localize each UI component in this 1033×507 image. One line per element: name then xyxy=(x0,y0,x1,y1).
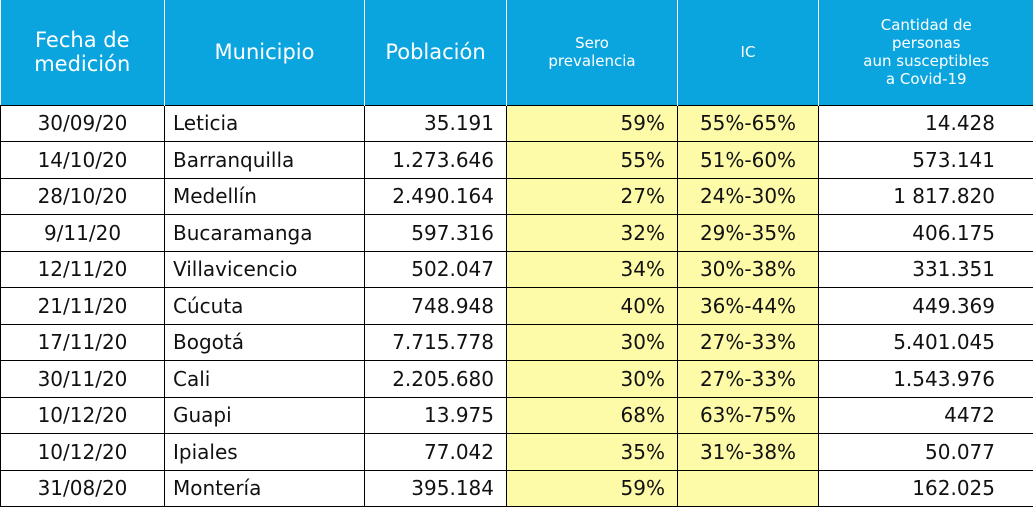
cell-municipio: Leticia xyxy=(164,104,365,142)
cell-ic: 36%-44% xyxy=(677,287,819,325)
cell-fecha: 28/10/20 xyxy=(0,177,165,215)
cell-susceptibles: 573.141 xyxy=(818,141,1033,179)
cell-municipio: Villavicencio xyxy=(164,250,365,288)
cell-poblacion: 502.047 xyxy=(364,250,507,288)
cell-seroprevalencia: 32% xyxy=(506,214,678,252)
cell-fecha: 10/12/20 xyxy=(0,396,165,434)
cell-poblacion: 13.975 xyxy=(364,396,507,434)
table-row: 28/10/20 Medellín 2.490.164 27% 24%-30% 1 817… xyxy=(0,177,1033,215)
cell-ic: 30%-38% xyxy=(677,250,819,288)
table-row: 12/11/20 Villavicencio 502.047 34% 30%-38% 33… xyxy=(0,250,1033,288)
header-row: Fecha de medición Municipio Población Se… xyxy=(0,0,1033,105)
cell-ic: 63%-75% xyxy=(677,396,819,434)
cell-fecha: 12/11/20 xyxy=(0,250,165,288)
cell-susceptibles: 14.428 xyxy=(818,104,1033,142)
table-row: 17/11/20 Bogotá 7.715.778 30% 27%-33% 5.401.0… xyxy=(0,323,1033,361)
header-ic: IC xyxy=(677,0,819,105)
cell-ic: 31%-38% xyxy=(677,433,819,471)
table-row: 21/11/20 Cúcuta 748.948 40% 36%-44% 449.369 xyxy=(0,287,1033,325)
cell-susceptibles: 50.077 xyxy=(818,433,1033,471)
cell-municipio: Guapi xyxy=(164,396,365,434)
table-row: 10/12/20 Ipiales 77.042 35% 31%-38% 50.077 xyxy=(0,433,1033,471)
table-body: 30/09/20 Leticia 35.191 59% 55%-65% 14.428 14/… xyxy=(0,104,1033,507)
table-row: 9/11/20 Bucaramanga 597.316 32% 29%-35% 406.1… xyxy=(0,214,1033,252)
cell-poblacion: 2.490.164 xyxy=(364,177,507,215)
cell-seroprevalencia: 59% xyxy=(506,104,678,142)
cell-seroprevalencia: 30% xyxy=(506,323,678,361)
cell-fecha: 9/11/20 xyxy=(0,214,165,252)
table-row: 30/11/20 Cali 2.205.680 30% 27%-33% 1.543.976 xyxy=(0,360,1033,398)
cell-seroprevalencia: 68% xyxy=(506,396,678,434)
cell-poblacion: 748.948 xyxy=(364,287,507,325)
cell-municipio: Ipiales xyxy=(164,433,365,471)
cell-municipio: Cali xyxy=(164,360,365,398)
cell-susceptibles: 5.401.045 xyxy=(818,323,1033,361)
cell-susceptibles: 162.025 xyxy=(818,469,1033,507)
cell-fecha: 14/10/20 xyxy=(0,141,165,179)
cell-poblacion: 597.316 xyxy=(364,214,507,252)
header-seroprevalencia: Sero prevalencia xyxy=(506,0,678,105)
cell-fecha: 10/12/20 xyxy=(0,433,165,471)
cell-susceptibles: 1 817.820 xyxy=(818,177,1033,215)
cell-municipio: Cúcuta xyxy=(164,287,365,325)
cell-seroprevalencia: 30% xyxy=(506,360,678,398)
cell-municipio: Montería xyxy=(164,469,365,507)
cell-poblacion: 77.042 xyxy=(364,433,507,471)
cell-seroprevalencia: 40% xyxy=(506,287,678,325)
cell-poblacion: 35.191 xyxy=(364,104,507,142)
header-susceptibles: Cantidad de personas aun susceptibles a … xyxy=(818,0,1033,105)
cell-ic: 24%-30% xyxy=(677,177,819,215)
table-row: 14/10/20 Barranquilla 1.273.646 55% 51%-60% 5… xyxy=(0,141,1033,179)
cell-susceptibles: 1.543.976 xyxy=(818,360,1033,398)
table-row: 30/09/20 Leticia 35.191 59% 55%-65% 14.428 xyxy=(0,104,1033,142)
cell-fecha: 30/09/20 xyxy=(0,104,165,142)
cell-seroprevalencia: 34% xyxy=(506,250,678,288)
cell-fecha: 17/11/20 xyxy=(0,323,165,361)
header-municipio: Municipio xyxy=(164,0,365,105)
table-header: Fecha de medición Municipio Población Se… xyxy=(0,0,1033,105)
cell-poblacion: 1.273.646 xyxy=(364,141,507,179)
cell-fecha: 30/11/20 xyxy=(0,360,165,398)
cell-seroprevalencia: 35% xyxy=(506,433,678,471)
cell-susceptibles: 406.175 xyxy=(818,214,1033,252)
cell-susceptibles: 4472 xyxy=(818,396,1033,434)
cell-fecha: 31/08/20 xyxy=(0,469,165,507)
cell-poblacion: 2.205.680 xyxy=(364,360,507,398)
cell-seroprevalencia: 59% xyxy=(506,469,678,507)
cell-municipio: Bucaramanga xyxy=(164,214,365,252)
cell-municipio: Barranquilla xyxy=(164,141,365,179)
cell-poblacion: 7.715.778 xyxy=(364,323,507,361)
cell-ic: 51%-60% xyxy=(677,141,819,179)
cell-ic: 27%-33% xyxy=(677,323,819,361)
cell-municipio: Medellín xyxy=(164,177,365,215)
header-fecha: Fecha de medición xyxy=(0,0,165,105)
cell-ic: 29%-35% xyxy=(677,214,819,252)
cell-ic: 27%-33% xyxy=(677,360,819,398)
cell-seroprevalencia: 27% xyxy=(506,177,678,215)
cell-susceptibles: 449.369 xyxy=(818,287,1033,325)
cell-poblacion: 395.184 xyxy=(364,469,507,507)
cell-susceptibles: 331.351 xyxy=(818,250,1033,288)
table-row: 31/08/20 Montería 395.184 59% 162.025 xyxy=(0,469,1033,507)
cell-fecha: 21/11/20 xyxy=(0,287,165,325)
table-row: 10/12/20 Guapi 13.975 68% 63%-75% 4472 xyxy=(0,396,1033,434)
cell-ic xyxy=(677,469,819,507)
cell-municipio: Bogotá xyxy=(164,323,365,361)
header-poblacion: Población xyxy=(364,0,507,105)
cell-ic: 55%-65% xyxy=(677,104,819,142)
cell-seroprevalencia: 55% xyxy=(506,141,678,179)
